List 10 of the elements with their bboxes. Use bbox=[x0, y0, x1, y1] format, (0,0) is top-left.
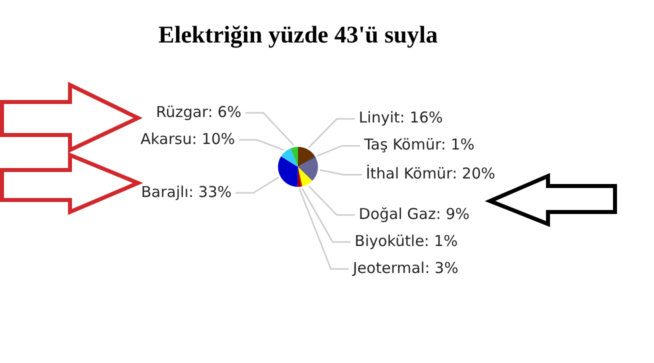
slice-label: Rüzgar: 6% bbox=[156, 102, 242, 121]
slice-label: İthal Kömür: 20% bbox=[366, 164, 496, 183]
slice-label: Linyit: 16% bbox=[358, 108, 443, 127]
slice-label: Taş Kömür: 1% bbox=[363, 136, 474, 154]
slice-label: Barajlı: 33% bbox=[141, 182, 232, 201]
slice-label: Jeotermal: 3% bbox=[352, 258, 458, 277]
chart-title: Elektriğin yüzde 43'ü suyla bbox=[158, 22, 438, 49]
slice-label: Biyokütle: 1% bbox=[354, 232, 458, 250]
slice-label: Akarsu: 10% bbox=[140, 130, 235, 148]
slice-label: Doğal Gaz: 9% bbox=[358, 204, 470, 223]
